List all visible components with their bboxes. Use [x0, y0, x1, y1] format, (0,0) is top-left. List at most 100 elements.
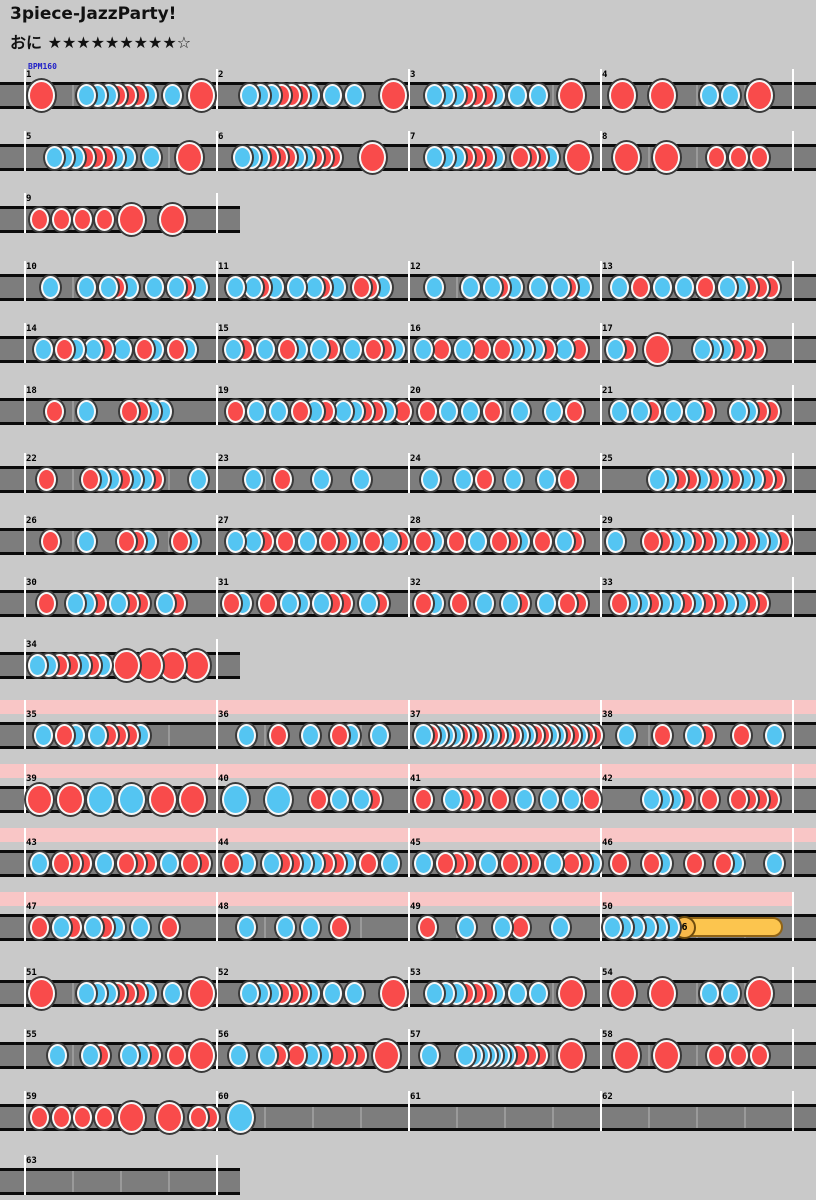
beat-line [360, 917, 362, 938]
beat-line [168, 531, 170, 552]
don-note [565, 400, 585, 423]
beat-line [744, 983, 746, 1004]
don-note [40, 530, 60, 553]
measure-number: 40 [218, 774, 229, 784]
barline [600, 261, 602, 301]
ka-note [529, 84, 549, 107]
big-ka-note [227, 1102, 255, 1133]
barline [216, 892, 218, 941]
don-note [30, 1106, 50, 1129]
ka-note [243, 530, 263, 553]
beat-line [744, 85, 746, 106]
ka-note [240, 84, 260, 107]
measure-number: 5 [26, 132, 32, 142]
ka-note [764, 724, 784, 747]
ka-note [76, 530, 96, 553]
barline [216, 828, 218, 877]
barline [24, 1155, 26, 1195]
don-note [290, 400, 310, 423]
don-note [652, 724, 672, 747]
ka-note [554, 530, 574, 553]
don-note [750, 146, 770, 169]
measure-number: 4 [602, 70, 608, 80]
beat-line [648, 725, 650, 746]
beat-line [552, 983, 554, 1004]
beat-line [72, 531, 74, 552]
ka-note [112, 338, 132, 361]
ka-note [240, 982, 260, 1005]
measure-number: 52 [218, 968, 229, 978]
beat-line [696, 983, 698, 1004]
measure-number: 43 [26, 838, 37, 848]
don-note [225, 400, 245, 423]
measure-number: 19 [218, 386, 229, 396]
measure-number: 39 [26, 774, 37, 784]
measure-number: 27 [218, 516, 229, 526]
barline [792, 131, 794, 171]
don-note [642, 530, 662, 553]
ka-note [33, 338, 53, 361]
ka-note [163, 84, 183, 107]
big-don-note [155, 1102, 183, 1133]
don-note [80, 468, 100, 491]
ka-note [261, 852, 281, 875]
don-note [417, 400, 437, 423]
big-don-note [746, 80, 774, 111]
don-note [642, 852, 662, 875]
barline [24, 700, 26, 749]
measure-number: 24 [410, 454, 421, 464]
ka-note [453, 468, 473, 491]
ka-note [188, 468, 208, 491]
ka-note [380, 852, 400, 875]
barline [24, 828, 26, 877]
big-don-note [56, 784, 84, 815]
measure-number: 23 [218, 454, 229, 464]
beat-line [552, 1045, 554, 1066]
beat-line [696, 85, 698, 106]
ka-note [478, 852, 498, 875]
measure-number: 35 [26, 710, 37, 720]
barline [216, 385, 218, 425]
big-don-note [188, 80, 216, 111]
measure-number: 16 [410, 324, 421, 334]
don-note [222, 592, 242, 615]
ka-note [301, 724, 321, 747]
measure-number: 30 [26, 578, 37, 588]
big-don-note [182, 650, 210, 681]
ka-note [647, 468, 667, 491]
ka-note [51, 916, 71, 939]
don-note [685, 852, 705, 875]
ka-note [721, 982, 741, 1005]
ka-note [44, 146, 64, 169]
ka-note [642, 788, 662, 811]
beat-line [72, 85, 74, 106]
beat-line [312, 1107, 314, 1128]
barline [408, 892, 410, 941]
don-note [714, 852, 734, 875]
ka-note [145, 276, 165, 299]
beat-line [696, 147, 698, 168]
measure-number: 42 [602, 774, 613, 784]
ka-note [223, 338, 243, 361]
don-note [319, 530, 339, 553]
don-note [116, 852, 136, 875]
measure-number: 45 [410, 838, 421, 848]
ka-note [243, 276, 263, 299]
beat-line [648, 1107, 650, 1128]
ka-note [504, 468, 524, 491]
don-note [308, 788, 328, 811]
ka-note [699, 982, 719, 1005]
ka-note [141, 146, 161, 169]
measure-number: 50 [602, 902, 613, 912]
ka-note [301, 916, 321, 939]
beat-line [552, 85, 554, 106]
don-note [159, 916, 179, 939]
measure-number: 22 [26, 454, 37, 464]
big-don-note [746, 978, 774, 1009]
beat-line [552, 531, 554, 552]
beat-line [168, 725, 170, 746]
ka-note [616, 724, 636, 747]
barline [792, 453, 794, 493]
barline [24, 131, 26, 171]
don-note [435, 852, 455, 875]
